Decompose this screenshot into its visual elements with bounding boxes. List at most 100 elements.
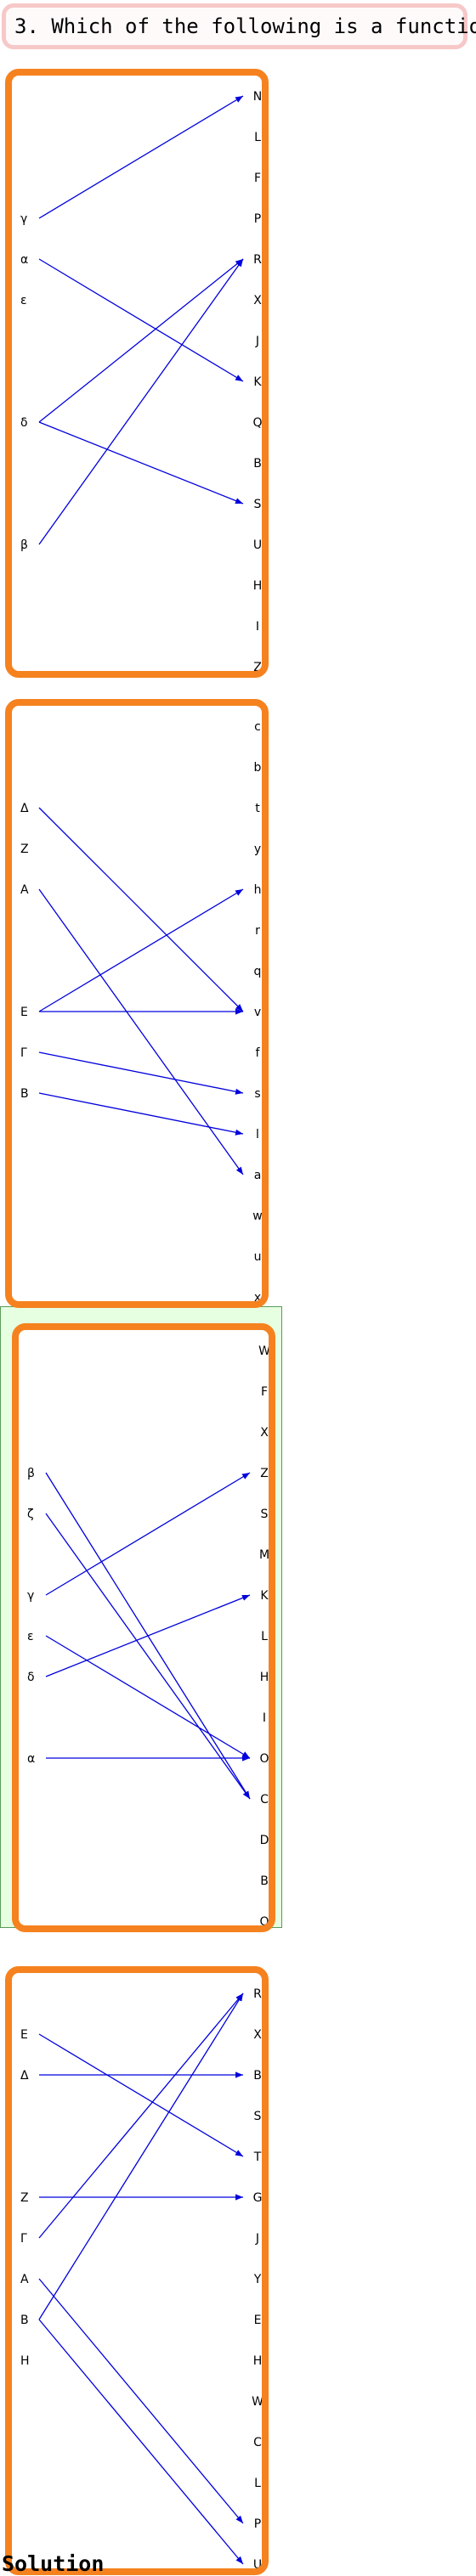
mapping-arrow <box>38 2033 244 2157</box>
mapping-arrow <box>38 2319 244 2565</box>
codomain-label: J <box>255 335 259 348</box>
codomain-label: H <box>253 2354 262 2368</box>
option-3-diagram[interactable]: β ζ γ ε δ α W F X Z S M K L H I O C D B Q <box>12 1323 275 1932</box>
domain-label: Δ <box>20 2069 29 2083</box>
codomain-label: B <box>253 457 262 471</box>
codomain-label: L <box>254 131 261 144</box>
mapping-arrow <box>38 2278 244 2524</box>
mapping-diagram: β ζ γ ε δ α W F X Z S M K L H I O C D B Q <box>27 1344 269 1925</box>
domain-label: β <box>20 538 28 552</box>
codomain-label: T <box>253 2150 262 2164</box>
domain-label: δ <box>27 1671 35 1684</box>
domain-label: γ <box>20 212 27 226</box>
domain-label: B <box>20 2314 29 2327</box>
domain-label: ε <box>27 1630 34 1643</box>
codomain-label: U <box>253 2558 262 2568</box>
question-box: 3. Which of the following is a function: <box>2 3 476 49</box>
codomain-label: E <box>254 2314 262 2327</box>
codomain-label: X <box>253 2028 262 2042</box>
mapping-arrow <box>38 888 244 1175</box>
codomain-label: O <box>259 1752 269 1766</box>
codomain-label: K <box>253 375 262 389</box>
domain-label: E <box>20 1006 28 1019</box>
codomain-label: h <box>254 883 262 897</box>
mapping-arrow <box>45 1635 251 1759</box>
mapping-arrow <box>38 1993 244 2239</box>
domain-label: E <box>20 2028 28 2042</box>
codomain-label: P <box>254 2517 261 2531</box>
codomain-label: U <box>253 538 262 552</box>
codomain-label: H <box>260 1671 269 1684</box>
codomain-label: X <box>253 294 262 307</box>
domain-label: H <box>20 2354 30 2368</box>
codomain-label: L <box>254 2477 261 2490</box>
codomain-label: R <box>253 1987 262 2001</box>
mapping-diagram: Δ Z A E Γ Bc b t y h r q v f s l a w u x <box>20 720 262 1301</box>
question-text: 3. Which of the following is a function: <box>14 14 476 38</box>
mapping-arrow <box>45 1594 251 1677</box>
mapping-diagram: E Δ Z Γ A B H R X B S T G J Y E H W C L P U <box>20 1987 262 2568</box>
codomain-label: u <box>254 1250 262 1264</box>
domain-label: Γ <box>20 2232 27 2246</box>
codomain-label: f <box>256 1046 261 1060</box>
mapping-arrow <box>38 258 244 545</box>
mapping-arrow <box>38 95 244 219</box>
codomain-label: S <box>254 498 262 511</box>
codomain-label: w <box>252 1209 262 1223</box>
codomain-label: J <box>255 2232 259 2246</box>
domain-label: ζ <box>27 1508 34 1521</box>
domain-label: Γ <box>20 1046 27 1060</box>
codomain-label: M <box>259 1548 269 1562</box>
domain-label: α <box>27 1752 35 1766</box>
codomain-label: H <box>253 579 262 593</box>
mapping-arrow <box>38 1051 244 1095</box>
codomain-label: S <box>254 2110 262 2123</box>
codomain-label: P <box>254 212 261 226</box>
codomain-label: K <box>260 1589 269 1603</box>
codomain-label: b <box>254 761 262 775</box>
mapping-arrow <box>38 421 244 504</box>
codomain-label: W <box>252 2395 262 2409</box>
codomain-label: G <box>253 2191 262 2205</box>
codomain-label: Q <box>252 416 262 430</box>
codomain-label: Z <box>253 661 262 671</box>
domain-label: A <box>20 2273 29 2286</box>
codomain-label: B <box>253 2069 262 2083</box>
domain-label: Δ <box>20 802 29 815</box>
domain-label: B <box>20 1087 29 1101</box>
codomain-label: a <box>254 1169 262 1182</box>
codomain-label: S <box>261 1508 269 1521</box>
codomain-label: F <box>254 172 261 185</box>
codomain-label: x <box>254 1291 261 1301</box>
codomain-label: W <box>258 1344 269 1358</box>
mapping-arrow <box>45 1472 251 1596</box>
option-1-diagram[interactable]: γ α ε δ β N L F P R X J K Q B S U H I Z <box>5 69 269 678</box>
domain-label: δ <box>20 416 28 430</box>
domain-label: Z <box>20 843 29 856</box>
codomain-label: L <box>261 1630 268 1643</box>
option-4-diagram[interactable]: E Δ Z Γ A B H R X B S T G J Y E H W C L P U <box>5 1966 269 2575</box>
codomain-label: B <box>260 1874 269 1888</box>
codomain-label: s <box>254 1087 260 1101</box>
domain-label: ε <box>20 294 27 307</box>
codomain-label: l <box>256 1128 259 1141</box>
solution-heading: Solution <box>2 2551 105 2576</box>
codomain-label: F <box>261 1385 268 1399</box>
codomain-label: R <box>253 253 262 267</box>
mapping-arrow <box>38 258 244 382</box>
mapping-arrow <box>38 1993 244 2320</box>
domain-label: Z <box>20 2191 29 2205</box>
codomain-label: X <box>260 1426 269 1440</box>
mapping-arrow <box>38 1092 244 1136</box>
codomain-label: c <box>254 720 261 734</box>
codomain-label: v <box>254 1006 261 1019</box>
codomain-label: Y <box>253 2273 262 2286</box>
codomain-label: N <box>253 90 262 104</box>
codomain-label: C <box>253 2436 262 2449</box>
codomain-label: Z <box>260 1467 269 1480</box>
mapping-arrow <box>38 807 244 1012</box>
mapping-diagram: γ α ε δ β N L F P R X J K Q B S U H I Z <box>20 90 262 671</box>
codomain-label: r <box>255 924 260 938</box>
codomain-label: I <box>263 1711 266 1725</box>
